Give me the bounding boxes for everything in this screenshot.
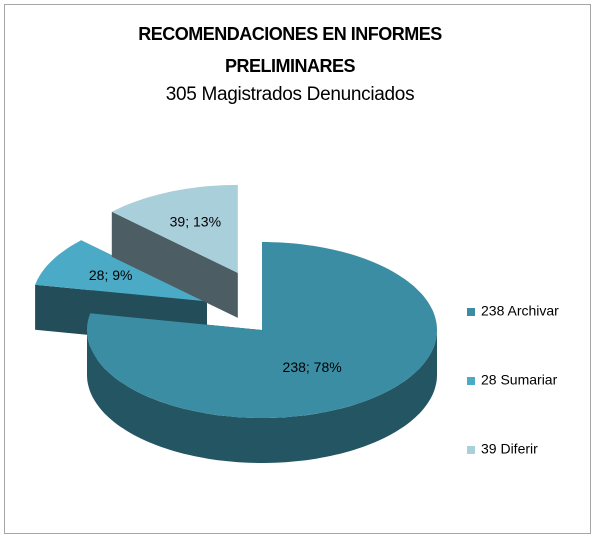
slice	[87, 242, 437, 418]
slice-cut-face	[111, 211, 238, 318]
legend-label: 238 Archivar	[481, 303, 559, 319]
slice	[111, 184, 238, 273]
data-label: 39; 13%	[170, 213, 221, 229]
legend-swatch	[467, 308, 475, 316]
chart-subtitle: 305 Magistrados Denunciados	[165, 84, 415, 105]
data-label: 28; 9%	[89, 267, 133, 283]
slice-side	[87, 330, 437, 463]
slice	[35, 240, 207, 302]
chart-title: RECOMENDACIONES EN INFORMES PRELIMINARES	[138, 24, 442, 76]
legend-swatch	[467, 446, 475, 454]
legend-swatch	[467, 377, 475, 385]
legend-label: 39 Diferir	[481, 441, 538, 457]
legend-label: 28 Sumariar	[481, 372, 558, 388]
data-label: 238; 78%	[283, 359, 342, 375]
chart-frame	[4, 4, 591, 534]
